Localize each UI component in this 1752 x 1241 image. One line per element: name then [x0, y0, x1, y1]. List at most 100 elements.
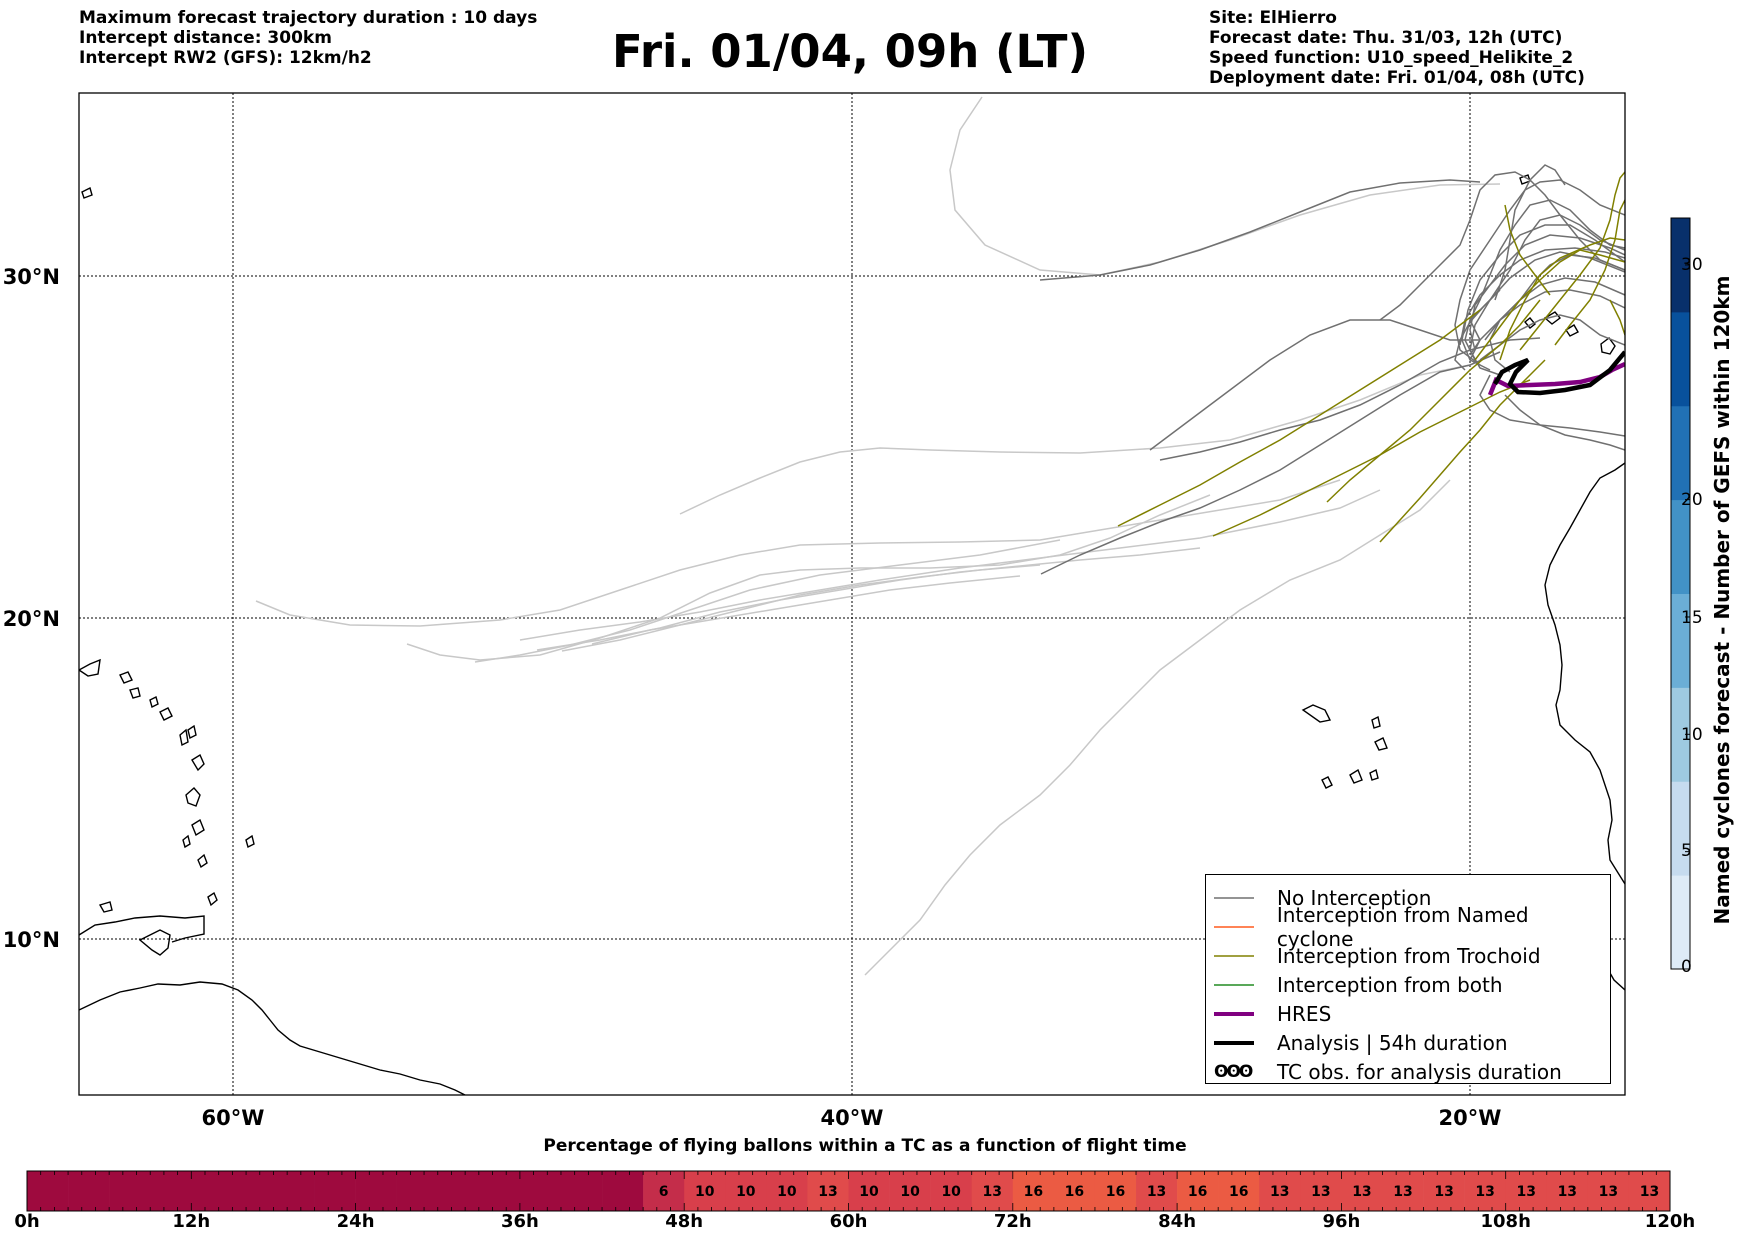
legend-label: Interception from Trochoid — [1277, 944, 1541, 968]
bar-cell — [1136, 1171, 1178, 1211]
intercept-rw2-text: Intercept RW2 (GFS): 12km/h2 — [79, 48, 372, 68]
legend-item-trochoid: Interception from Trochoid — [1214, 942, 1541, 970]
cape-verde-1 — [1301, 704, 1332, 723]
colorbar-tick-30: 30 — [1681, 255, 1703, 275]
legend-swatch — [1214, 897, 1254, 899]
colorbar-segment — [1671, 218, 1690, 313]
cape-verde-6 — [1369, 768, 1379, 781]
colorbar-frame — [1670, 217, 1691, 970]
bar-cell — [519, 1171, 562, 1211]
trajectory-dark-1 — [1040, 351, 1501, 575]
bar-cell — [1177, 1171, 1219, 1211]
legend-label: Interception from both — [1277, 973, 1503, 997]
legend-label: Interception from Named cyclone — [1276, 903, 1529, 951]
legend-item-hres: HRES — [1214, 1000, 1331, 1028]
bar-cell-value: 13 — [1393, 1184, 1412, 1200]
bar-cell — [1053, 1171, 1096, 1211]
bar-cell-value: 13 — [1558, 1184, 1577, 1200]
trajectory-dark-12 — [1504, 394, 1625, 451]
hour-label: 48h — [665, 1211, 704, 1232]
lesser-antilles-2 — [197, 853, 208, 869]
bar-cell-value: 13 — [1516, 1184, 1535, 1200]
colorbar-tick-0: 0 — [1681, 957, 1692, 977]
bar-cell-value: 10 — [941, 1184, 961, 1200]
trajectory-dark-8 — [1454, 179, 1625, 366]
bar-cell — [478, 1171, 521, 1211]
site-text: Site: ElHierro — [1209, 8, 1337, 28]
lesser-antilles-8 — [182, 834, 191, 849]
colorbar-segment — [1671, 781, 1690, 876]
legend-label: No Interception — [1277, 886, 1432, 910]
colorbar-segment — [1671, 311, 1690, 407]
hour-label: 108h — [1480, 1211, 1531, 1232]
canary-el-hierro — [1600, 337, 1616, 355]
south-america-coast — [79, 981, 466, 1095]
trajectory-dark-16 — [1459, 247, 1625, 346]
bar-cell — [684, 1171, 726, 1211]
antigua — [149, 695, 159, 709]
bar-cell-value: 13 — [1270, 1184, 1289, 1200]
trajectory-light-10 — [591, 575, 1021, 645]
lon-label-40w: 40°W — [821, 1106, 884, 1130]
bar-cell — [1505, 1171, 1548, 1211]
colorbar-segment — [1671, 405, 1690, 501]
forecast-date-text: Forecast date: Thu. 31/03, 12h (UTC) — [1209, 28, 1563, 48]
bar-cell-value: 13 — [818, 1184, 837, 1200]
legend-swatch — [1214, 926, 1254, 928]
lat-label-10n: 10°N — [3, 928, 60, 952]
legend-swatch — [1214, 1041, 1254, 1045]
bar-cell-value: 6 — [659, 1184, 669, 1200]
page-title: Fri. 01/04, 09h (LT) — [611, 25, 1089, 78]
bar-cell-value: 16 — [1188, 1184, 1207, 1200]
trajectory-trochoid-5 — [1474, 249, 1625, 361]
trajectory-dark-4 — [1039, 179, 1481, 281]
cape-verde-3 — [1374, 737, 1388, 751]
trajectory-trochoid-7 — [1519, 171, 1625, 351]
bar-cell — [560, 1171, 603, 1211]
bar-cell-value: 10 — [777, 1184, 797, 1200]
forecast-info: Site: ElHierro Forecast date: Thu. 31/03… — [1209, 8, 1585, 88]
guadeloupe — [159, 707, 173, 721]
legend-item-both: Interception from both — [1214, 971, 1503, 999]
map-frame — [78, 92, 1626, 1096]
bar-cell — [971, 1171, 1014, 1211]
lat-label-20n: 20°N — [3, 607, 60, 631]
colorbar — [1670, 217, 1691, 970]
cape-verde-5 — [1321, 776, 1333, 789]
bar-cell — [725, 1171, 767, 1211]
trajectory-dark-9 — [1461, 224, 1625, 371]
bar-cell-value: 10 — [695, 1184, 715, 1200]
bar-cell — [1587, 1171, 1630, 1211]
speed-function-text: Speed function: U10_speed_Helikite_2 — [1209, 48, 1574, 68]
trajectory-light-8 — [561, 564, 1041, 652]
bar-cell-value: 13 — [1475, 1184, 1494, 1200]
hour-label: 72h — [993, 1211, 1032, 1232]
africa-coast — [1544, 462, 1625, 885]
bar-cell-value: 16 — [1106, 1184, 1125, 1200]
venezuela-coast — [79, 915, 205, 943]
bar-cell — [1628, 1171, 1671, 1211]
legend-item-tc-obs: ʘʘʘ TC obs. for analysis duration — [1214, 1058, 1562, 1086]
tc-percentage-bar: 6 10 10 10 13 10 10 10 13 16 16 16 13 16 16 13 13 13 13 13 1… — [26, 1170, 1671, 1212]
legend: No Interception Interception from Named … — [1205, 874, 1611, 1084]
bar-cell-value: 16 — [1229, 1184, 1248, 1200]
bar-cell — [1546, 1171, 1589, 1211]
hour-label: 24h — [336, 1211, 375, 1232]
bar-cell — [1300, 1171, 1342, 1211]
bar-cell — [68, 1171, 110, 1211]
bar-cell — [807, 1171, 849, 1211]
bar-cell — [1423, 1171, 1465, 1211]
bar-cell-value: 13 — [1352, 1184, 1371, 1200]
tc-percentage-title: Percentage of flying ballons within a TC… — [543, 1136, 1187, 1156]
bar-cell — [643, 1171, 685, 1211]
lon-label-60w: 60°W — [202, 1106, 265, 1130]
lesser-antilles-4 — [191, 753, 205, 772]
bar-cell — [355, 1171, 397, 1211]
bar-cell-value: 13 — [1434, 1184, 1453, 1200]
lesser-antilles-3 — [185, 787, 201, 807]
colorbar-tick-20: 20 — [1681, 490, 1703, 510]
bar-cell — [1341, 1171, 1383, 1211]
bar-cell-value: 13 — [1599, 1184, 1618, 1200]
trochoid-trajectories — [1117, 171, 1625, 543]
bar-cell — [314, 1171, 356, 1211]
